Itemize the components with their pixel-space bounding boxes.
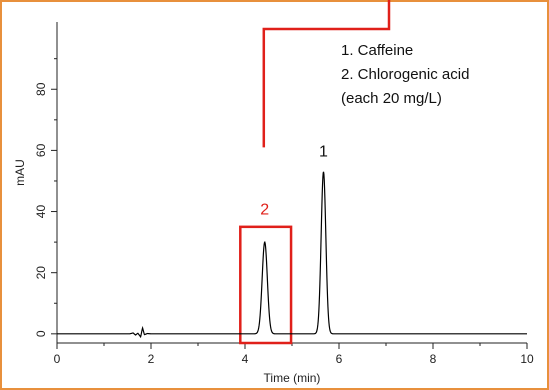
- peak-label-2: 2: [260, 202, 269, 219]
- legend-line: 1. Caffeine: [341, 42, 413, 59]
- y-tick-label: 20: [34, 266, 48, 280]
- highlight-box: [239, 225, 293, 345]
- peak-labels: 12: [260, 144, 328, 219]
- x-tick-label: 8: [430, 352, 437, 366]
- x-tick-label: 0: [54, 352, 61, 366]
- highlight-connector: [262, 0, 391, 148]
- axes: 0 2 4 6 8 10 0 20 40 60 80: [34, 22, 534, 366]
- y-tick-label: 40: [34, 205, 48, 219]
- legend: 1. Caffeine 2. Chlorogenic acid (each 20 m…: [341, 42, 469, 107]
- y-tick-label: 60: [34, 143, 48, 157]
- x-axis-label: Time (min): [264, 371, 321, 385]
- chromatogram-trace: [57, 171, 527, 339]
- x-tick-label: 6: [336, 352, 343, 366]
- legend-line: 2. Chlorogenic acid: [341, 66, 469, 83]
- x-tick-label: 2: [148, 352, 155, 366]
- legend-line: (each 20 mg/L): [341, 90, 442, 107]
- y-tick-label: 0: [34, 330, 48, 337]
- peak-label-1: 1: [319, 144, 328, 161]
- highlight-annotation: [239, 0, 391, 345]
- x-tick-label: 10: [520, 352, 534, 366]
- x-tick-label: 4: [242, 352, 249, 366]
- y-axis-label: mAU: [13, 159, 27, 186]
- y-tick-label: 80: [34, 82, 48, 96]
